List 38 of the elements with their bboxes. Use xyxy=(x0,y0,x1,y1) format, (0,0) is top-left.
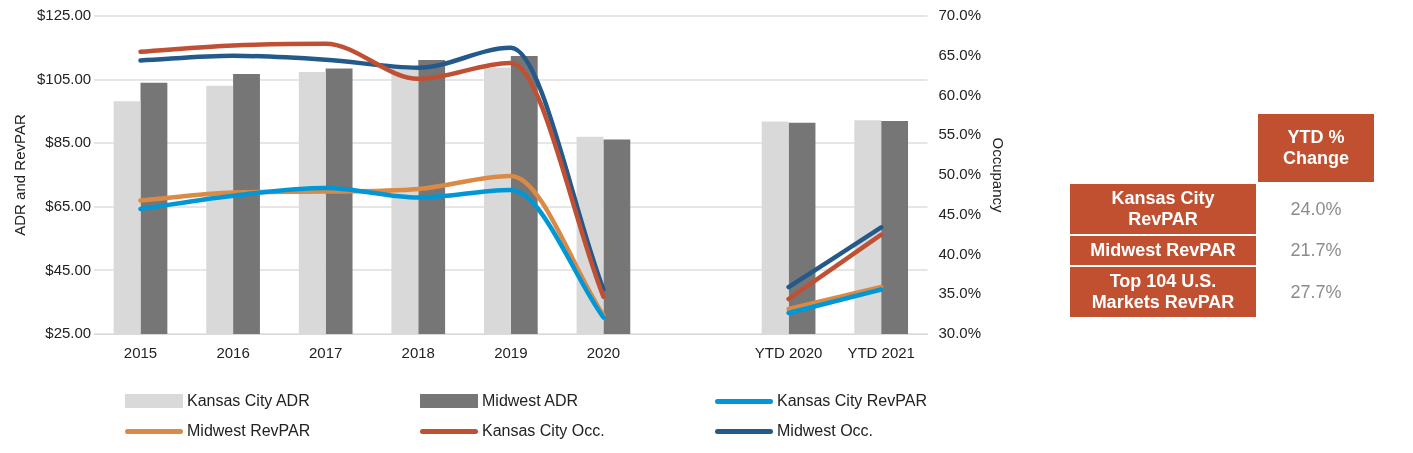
y2-tick-label: 35.0% xyxy=(938,284,982,302)
y2-tick-label: 50.0% xyxy=(938,165,982,183)
category-label: Midwest RevPAR xyxy=(1070,236,1256,265)
x-tick-label: 2019 xyxy=(494,344,528,362)
y2-axis-title: Occupancy xyxy=(989,137,1007,214)
category-label: Top 104 U.S. Markets RevPAR xyxy=(1070,267,1256,317)
x-tick-label: 2020 xyxy=(586,344,621,362)
y-tick-label: $65.00 xyxy=(45,196,92,214)
y-tick-label: $25.00 xyxy=(45,324,92,342)
legend-label: Kansas City Occ. xyxy=(482,422,605,440)
y2-tick-label: 45.0% xyxy=(938,204,982,222)
y2-tick-label: 65.0% xyxy=(938,45,982,63)
category-label: Kansas City RevPAR xyxy=(1070,184,1256,234)
legend-label: Kansas City RevPAR xyxy=(777,392,927,410)
y-tick-label: $45.00 xyxy=(45,260,92,278)
y2-tick-label: 60.0% xyxy=(938,85,982,103)
x-tick-label: 2017 xyxy=(308,344,343,362)
legend-label: Kansas City ADR xyxy=(187,392,310,410)
x-tick-label: 2015 xyxy=(123,344,158,362)
legend-label: Midwest RevPAR xyxy=(187,422,311,440)
y-axis-title: ADR and RevPAR xyxy=(11,114,29,236)
y-tick-label: $125.00 xyxy=(36,6,92,24)
data-label: 27.7% xyxy=(1289,280,1343,304)
y-tick-label: $105.00 xyxy=(36,69,92,87)
x-tick-label: YTD 2020 xyxy=(754,344,823,362)
x-tick-label: YTD 2021 xyxy=(847,344,915,362)
y2-tick-label: 70.0% xyxy=(938,6,982,24)
legend-label: Midwest ADR xyxy=(482,392,579,410)
data-label: 21.7% xyxy=(1289,239,1343,262)
x-tick-label: 2018 xyxy=(401,344,435,362)
data-label: 24.0% xyxy=(1289,197,1343,221)
y2-tick-label: 30.0% xyxy=(938,324,982,342)
y2-tick-label: 55.0% xyxy=(938,125,982,143)
legend-label: Midwest Occ. xyxy=(777,422,874,440)
text: YTD % Change xyxy=(1258,114,1374,182)
y2-tick-label: 40.0% xyxy=(938,244,982,262)
x-tick-label: 2016 xyxy=(216,344,250,362)
y-tick-label: $85.00 xyxy=(45,133,92,151)
